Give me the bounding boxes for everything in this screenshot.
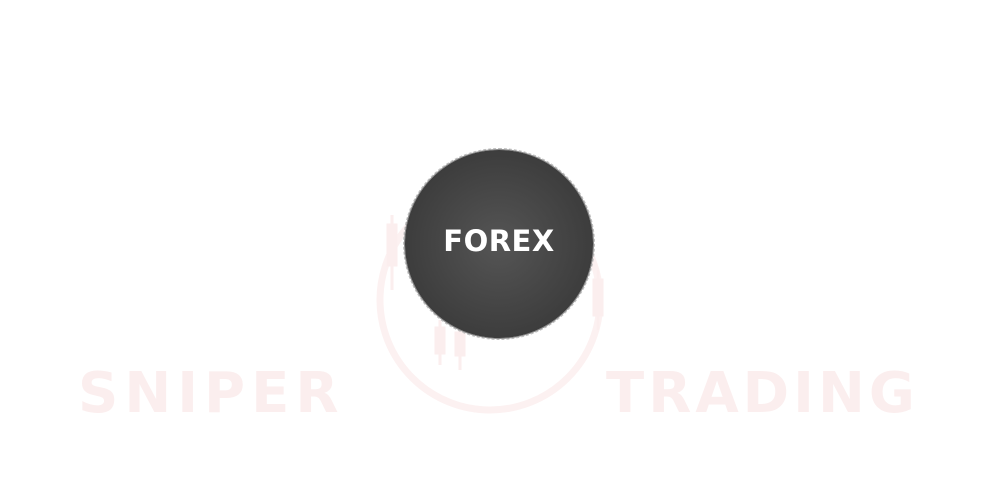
forex-badge: FOREX xyxy=(403,148,595,340)
watermark-left-text: SNIPER xyxy=(78,361,344,426)
forex-badge-label: FOREX xyxy=(443,224,555,258)
watermark-right-text: TRADING xyxy=(606,361,919,426)
